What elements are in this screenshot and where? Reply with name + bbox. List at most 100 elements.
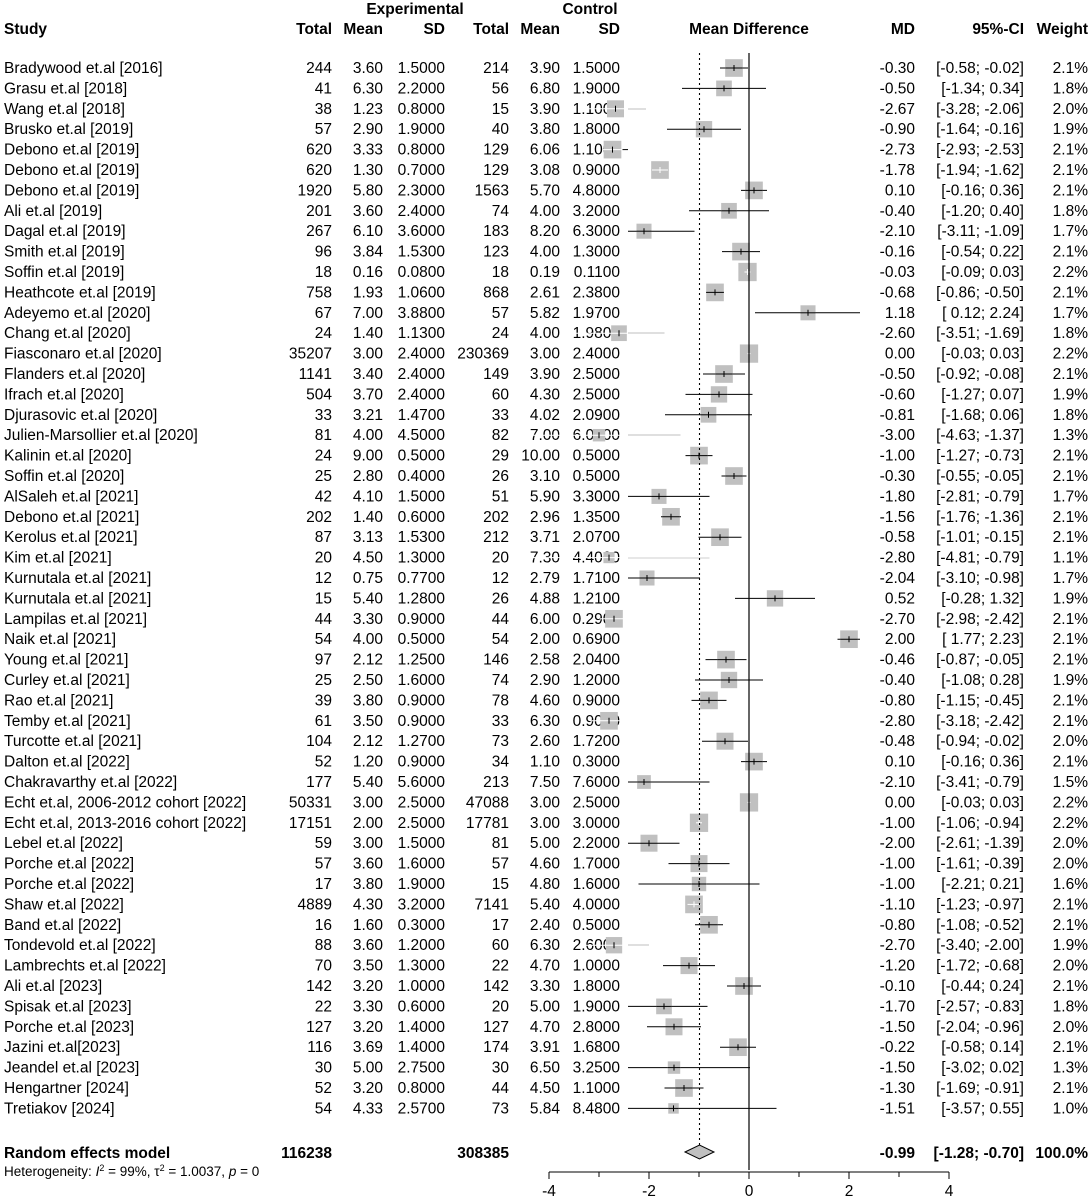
ci-header: 95%-CI [972,21,1024,38]
ctrl-mean: 3.08 [530,162,560,179]
md-value: -1.50 [880,1060,916,1077]
het-p-value: = 0 [236,1164,259,1179]
weight-value: 2.0% [1053,856,1089,873]
study-row: Smith et.al [2019] 96 3.84 1.5300 123 4.00 1.3… [4,242,1089,261]
ctrl-total: 57 [492,856,509,873]
md-value: 0.10 [885,182,916,199]
pooled-md: -0.99 [880,1145,916,1162]
md-value: -1.80 [880,488,916,505]
weight-value: 1.6% [1053,876,1089,893]
ctrl-total: 24 [492,325,510,342]
exp-sd: 0.8000 [398,101,446,118]
ctrl-sd: 0.3000 [573,754,621,771]
ctrl-mean: 1.10 [530,754,561,771]
md-value: -1.51 [880,1100,915,1117]
study-name: Chang et.al [2020] [4,325,131,342]
md-value: -0.10 [880,978,916,995]
study-row: Kurnutala et.al [2021] 12 0.75 0.7700 12 2.79… [4,570,1088,587]
exp-total: 177 [306,774,332,791]
exp-sd: 0.0800 [398,264,446,281]
weight-value: 1.9% [1053,672,1089,689]
ci-value: [-0.58; -0.02] [936,60,1024,77]
exp-sd: 1.4700 [398,407,446,424]
ctrl-sd: 2.5000 [573,794,621,811]
exp-sd: 2.5000 [398,794,446,811]
ctrl-total: 127 [483,1019,509,1036]
weight-value: 1.0% [1053,1100,1089,1117]
exp-mean: 1.20 [353,754,384,771]
ctrl-sd: 1.7100 [573,570,621,587]
weight-value: 2.1% [1053,244,1089,261]
md-value: 0.52 [885,590,915,607]
md-value: -1.00 [880,815,916,832]
ctrl-total: 230369 [457,346,509,363]
ctrl-total: 26 [492,590,509,607]
study-name: Djurasovic et.al [2020] [4,407,157,424]
exp-sd: 1.9000 [398,876,446,893]
ctrl-total: 26 [492,468,509,485]
exp-sd: 3.6000 [398,223,446,240]
ctrl-mean: 4.60 [530,856,561,873]
study-row: Hengartner [2024] 52 3.20 0.8000 44 4.50 1.100… [4,1079,1088,1097]
study-row: Jazini et.al[2023] 116 3.69 1.4000 174 3.91 1.… [4,1038,1088,1056]
exp-sd: 2.4000 [398,366,446,383]
ctrl-mean: 10.00 [521,448,560,465]
weight-value: 2.1% [1053,896,1089,913]
study-header: Study [4,21,47,38]
exp-mean: 3.80 [353,876,384,893]
ci-value: [-3.40; -2.00] [936,937,1024,954]
exp-sd: 1.4000 [398,1019,446,1036]
exp-mean: 1.93 [353,284,383,301]
md-value: -0.68 [880,284,915,301]
exp-sd: 1.5300 [398,529,446,546]
study-row: Soffin et.al [2020] 25 2.80 0.4000 26 3.10 0.5… [4,467,1088,485]
study-row: Ali et.al [2019] 201 3.60 2.4000 74 4.00 3.200… [4,203,1088,220]
exp-total: 67 [315,305,332,322]
ctrl-mean: 3.91 [530,1039,560,1056]
study-row: Debono et.al [2019] 620 1.30 0.7000 129 3.08 0… [4,161,1088,179]
study-name: Kalinin et.al [2020] [4,448,132,465]
ctrl-mean: 4.00 [530,203,561,220]
exp-total: 52 [315,754,332,771]
ctrl-total: 22 [492,958,509,975]
study-name: Rao et.al [2021] [4,692,113,709]
ci-value: [-3.41; -0.79] [936,774,1024,791]
study-row: Tondevold et.al [2022] 88 3.60 1.2000 60 6.30… [4,937,1088,954]
study-name: Heathcote et.al [2019] [4,284,156,301]
exp-sd: 1.1300 [398,325,446,342]
exp-total: 244 [306,60,332,77]
exp-mean: 2.80 [353,468,384,485]
exp-mean: 3.13 [353,529,383,546]
exp-mean: 3.00 [353,346,384,363]
study-row: Tretiakov [2024] 54 4.33 2.5700 73 5.84 8.4800… [4,1100,1088,1117]
ctrl-total: 142 [483,978,509,995]
exp-mean: 0.75 [353,570,383,587]
ctrl-total: 146 [483,652,509,669]
exp-total: 620 [306,142,332,159]
het-p-symbol: p [228,1164,237,1179]
exp-total: 30 [315,1060,333,1077]
exp-total: 24 [315,448,333,465]
study-row: Echt et.al, 2013-2016 cohort [2022] 17151… [4,813,1088,832]
ci-value: [-0.55; -0.05] [936,468,1024,485]
ci-value: [-1.61; -0.39] [936,856,1024,873]
plot-area: -4 -2 0 2 4 [542,53,954,1200]
exp-total: 61 [315,713,332,730]
pooled-weight: 100.0% [1035,1145,1088,1162]
exp-mean-header: Mean [343,21,383,38]
ctrl-mean: 4.02 [530,407,560,424]
ctrl-mean: 4.00 [530,244,561,261]
weight-value: 1.9% [1053,121,1089,138]
ctrl-sd-header: SD [598,21,620,38]
exp-sd: 0.9000 [398,754,446,771]
exp-sd-header: SD [423,21,445,38]
exp-mean: 4.33 [353,1100,383,1117]
weight-value: 2.0% [1053,958,1089,975]
exp-sd: 1.0000 [398,978,446,995]
exp-total: 15 [315,590,332,607]
ctrl-sd: 0.6900 [573,631,621,648]
ci-value: [-2.81; -0.79] [936,488,1024,505]
ctrl-sd: 0.5000 [573,468,621,485]
md-value: -0.80 [880,692,916,709]
ctrl-total: 33 [492,713,509,730]
